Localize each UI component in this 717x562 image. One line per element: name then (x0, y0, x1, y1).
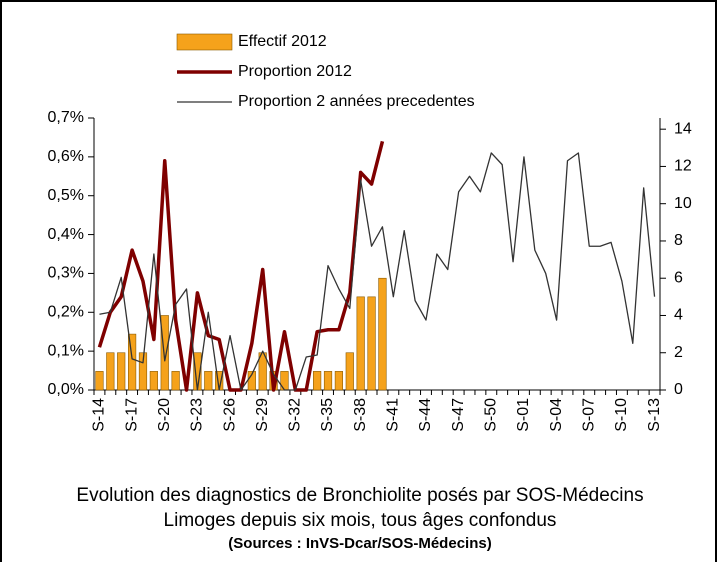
y2-tick-label: 8 (674, 232, 683, 249)
x-tick-label: S-47 (450, 398, 467, 432)
x-tick-label: S-44 (417, 398, 434, 432)
y-tick-label: 0,0% (48, 381, 84, 398)
x-tick-label: S-29 (254, 398, 271, 432)
x-tick-label: S-32 (287, 398, 304, 432)
legend-swatch (176, 33, 233, 51)
x-tick-label: S-38 (352, 398, 369, 432)
bar (204, 371, 213, 391)
y-tick-label: 0,3% (48, 265, 84, 282)
y-tick-label: 0,7% (48, 109, 84, 126)
bar (356, 296, 365, 391)
bar (323, 371, 333, 391)
x-tick-label: S-35 (319, 398, 336, 432)
y-tick-label: 0,6% (48, 148, 84, 165)
bar (345, 352, 354, 391)
bar (367, 296, 376, 391)
legend-label: Proportion 2012 (238, 63, 352, 80)
bar (160, 315, 169, 391)
x-tick-label: S-14 (91, 398, 108, 432)
bar (171, 371, 180, 391)
x-tick-label: S-10 (613, 398, 630, 432)
legend-label: Effectif 2012 (238, 33, 327, 50)
line (99, 152, 656, 391)
bar (95, 371, 104, 391)
bar (117, 352, 126, 391)
y2-tick-label: 10 (674, 195, 692, 212)
x-tick-label: S-04 (548, 398, 565, 432)
x-tick-label: S-26 (221, 398, 238, 432)
x-tick-label: S-17 (123, 398, 140, 432)
y-tick-label: 0,1% (48, 342, 84, 359)
x-tick-label: S-13 (646, 398, 663, 432)
chart-subtitle: Limoges depuis six mois, tous âges confo… (164, 510, 557, 531)
y2-tick-label: 12 (674, 158, 692, 175)
bar (127, 333, 137, 391)
bar (378, 277, 387, 391)
y2-tick-label: 14 (674, 120, 692, 137)
y2-tick-label: 2 (674, 344, 683, 361)
chart-source: (Sources : InVS-Dcar/SOS-Médecins) (228, 535, 491, 552)
x-tick-label: S-01 (515, 398, 532, 432)
bar (313, 371, 322, 391)
x-tick-label: S-23 (189, 398, 206, 432)
x-tick-label: S-41 (385, 398, 402, 432)
y-tick-label: 0,2% (48, 304, 84, 321)
x-tick-label: S-50 (483, 398, 500, 432)
bar (149, 371, 158, 391)
legend-label: Proportion 2 années precedentes (238, 93, 475, 110)
x-tick-label: S-20 (156, 398, 173, 432)
y-tick-label: 0,4% (48, 226, 84, 243)
bar (106, 352, 115, 391)
bar (138, 352, 148, 391)
y2-tick-label: 4 (674, 307, 683, 324)
bar (334, 371, 344, 391)
y2-tick-label: 0 (674, 381, 683, 398)
x-tick-label: S-07 (580, 398, 597, 432)
bar (258, 352, 267, 391)
y-tick-label: 0,5% (48, 187, 84, 204)
chart-title: Evolution des diagnostics de Bronchiolit… (76, 485, 643, 506)
y2-tick-label: 6 (674, 269, 683, 286)
